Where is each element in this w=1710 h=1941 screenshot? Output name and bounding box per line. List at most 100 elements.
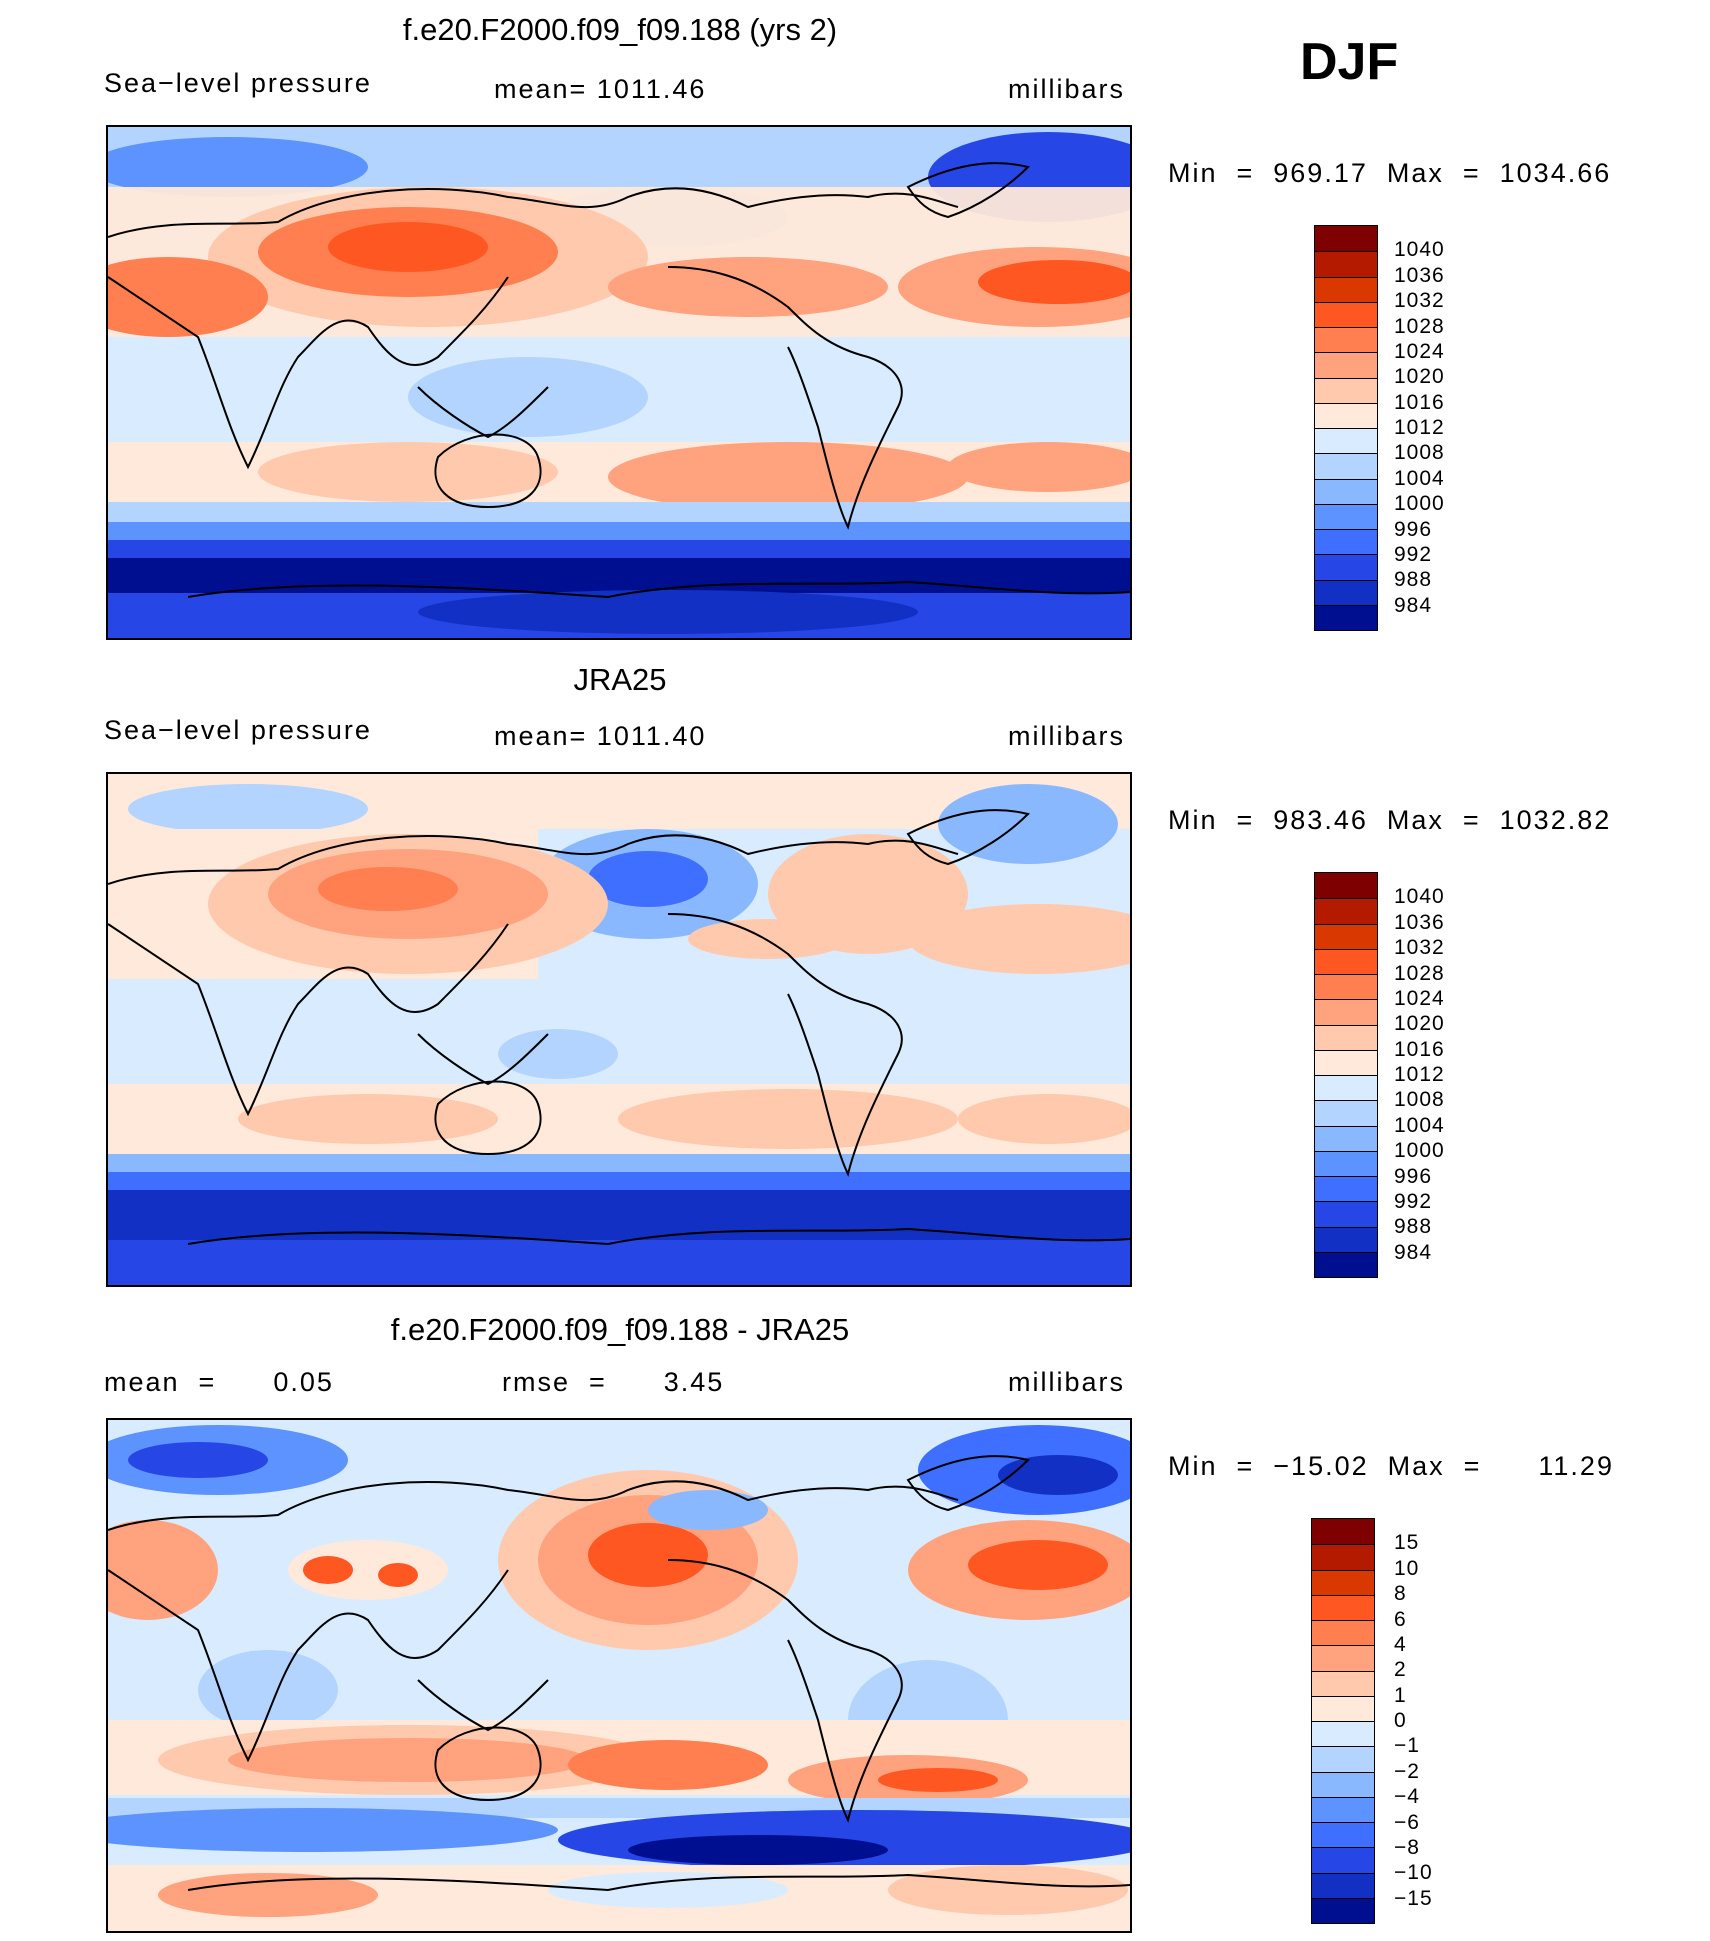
colorbar-swatch [1315,1075,1377,1101]
rmse-label: rmse = 3.45 [502,1367,725,1397]
colorbar-swatch [1312,1771,1374,1797]
colorbar-tick-label: 1020 [1394,1012,1445,1036]
colorbar-tick-label: 1 [1394,1683,1407,1707]
colorbar-tick-label: 1036 [1394,263,1445,287]
variable-label: Sea−level pressure [104,715,372,745]
colorbar-tick-label: 988 [1394,1215,1433,1239]
min-max-label: Min = 983.46 Max = 1032.82 [1168,805,1612,835]
colorbar-tick-label: 2 [1394,1658,1407,1682]
colorbar-tick-label: 15 [1394,1531,1420,1555]
colorbar-tick-label: 996 [1394,517,1433,541]
colorbar-tick-label: 992 [1394,1189,1433,1213]
min-max-label: Min = −15.02 Max = 11.29 [1168,1451,1614,1481]
colorbar-tick-label: −1 [1394,1734,1420,1758]
colorbar-swatch [1312,1822,1374,1848]
colorbar-tick-label: 0 [1394,1709,1407,1732]
colorbar-swatch [1315,604,1377,630]
colorbar-swatch [1312,1569,1374,1595]
variable-label: Sea−level pressure [104,68,372,98]
colorbar-tick-label: 6 [1394,1607,1407,1631]
colorbar-tick-label: 1016 [1394,1037,1445,1061]
colorbar-swatch [1312,1670,1374,1696]
colorbar-tick-label: 1024 [1394,986,1445,1010]
colorbar-tick-label: −10 [1394,1861,1433,1885]
colorbar-swatch [1312,1847,1374,1873]
contour-field [108,1420,1130,1931]
colorbar-swatch [1312,1620,1374,1646]
colorbar-swatch [1312,1519,1374,1545]
colorbar-swatch [1312,1796,1374,1822]
colorbar-tick-label: −15 [1394,1886,1433,1910]
colorbar-swatch [1312,1872,1374,1898]
colorbar-swatch [1312,1897,1374,1923]
colorbar-swatch [1315,999,1377,1025]
colorbar-swatch [1315,251,1377,277]
colorbar-swatch [1315,1049,1377,1075]
colorbar-tick-label: 1000 [1394,492,1445,516]
colorbar-tick-label: 1028 [1394,961,1445,985]
colorbar-swatch [1312,1645,1374,1671]
colorbar-swatch [1315,1176,1377,1202]
colorbar-swatch [1315,948,1377,974]
colorbar [1311,1518,1375,1924]
colorbar-tick-label: 1024 [1394,339,1445,363]
season-label: DJF [1300,33,1399,91]
contour-field [108,774,1130,1285]
colorbar-tick-label: 1012 [1394,416,1445,439]
colorbar-tick-label: 1028 [1394,314,1445,338]
colorbar-swatch [1312,1594,1374,1620]
colorbar-swatch [1312,1721,1374,1747]
min-max-label: Min = 969.17 Max = 1034.66 [1168,158,1612,188]
colorbar-tick-label: 1016 [1394,390,1445,414]
colorbar-swatch [1315,1226,1377,1252]
colorbar-swatch [1315,402,1377,428]
colorbar-swatch [1315,327,1377,353]
colorbar-swatch [1315,352,1377,378]
units-label: millibars [1008,1367,1126,1397]
colorbar-tick-label: 1032 [1394,289,1445,313]
colorbar-tick-label: 1040 [1394,885,1445,909]
slp-map [106,772,1132,1287]
colorbar-swatch [1315,301,1377,327]
slp-map [106,125,1132,640]
colorbar-swatch [1315,898,1377,924]
colorbar-tick-label: 1008 [1394,1088,1445,1112]
mean-label: mean= 1011.46 [494,74,707,104]
panel-title: JRA25 [573,662,667,697]
colorbar-tick-label: 992 [1394,542,1433,566]
coastlines [108,162,1130,599]
units-label: millibars [1008,721,1126,751]
colorbar-tick-label: 984 [1394,593,1433,617]
colorbar-swatch [1315,923,1377,949]
colorbar-swatch [1315,1150,1377,1176]
colorbar-tick-label: 4 [1394,1632,1407,1656]
contour-field [108,127,1130,638]
colorbar-swatch [1315,226,1377,252]
colorbar-tick-label: −2 [1394,1759,1420,1783]
colorbar-tick-label: 1004 [1394,1113,1445,1137]
colorbar-tick-label: −6 [1394,1810,1420,1834]
colorbar-tick-label: 1020 [1394,365,1445,389]
units-label: millibars [1008,74,1126,104]
colorbar-swatch [1312,1695,1374,1721]
colorbar-swatch [1315,428,1377,454]
colorbar-swatch [1315,873,1377,899]
colorbar-tick-label: 1008 [1394,441,1445,465]
colorbar-swatch [1315,1201,1377,1227]
colorbar-tick-label: 10 [1394,1556,1420,1580]
colorbar-swatch [1315,579,1377,605]
colorbar-tick-label: 1000 [1394,1139,1445,1163]
colorbar-swatch [1315,453,1377,479]
colorbar-swatch [1315,1100,1377,1126]
colorbar-tick-label: 984 [1394,1240,1433,1264]
colorbar-swatch [1315,503,1377,529]
colorbar-swatch [1315,1251,1377,1277]
colorbar-tick-label: 1012 [1394,1063,1445,1086]
colorbar-tick-label: −4 [1394,1785,1420,1809]
colorbar-tick-label: 1032 [1394,936,1445,960]
colorbar-tick-label: −8 [1394,1835,1420,1859]
coastlines [108,809,1130,1246]
colorbar-swatch [1315,377,1377,403]
slp-diff-map [106,1418,1132,1933]
coastlines [108,1455,1130,1892]
